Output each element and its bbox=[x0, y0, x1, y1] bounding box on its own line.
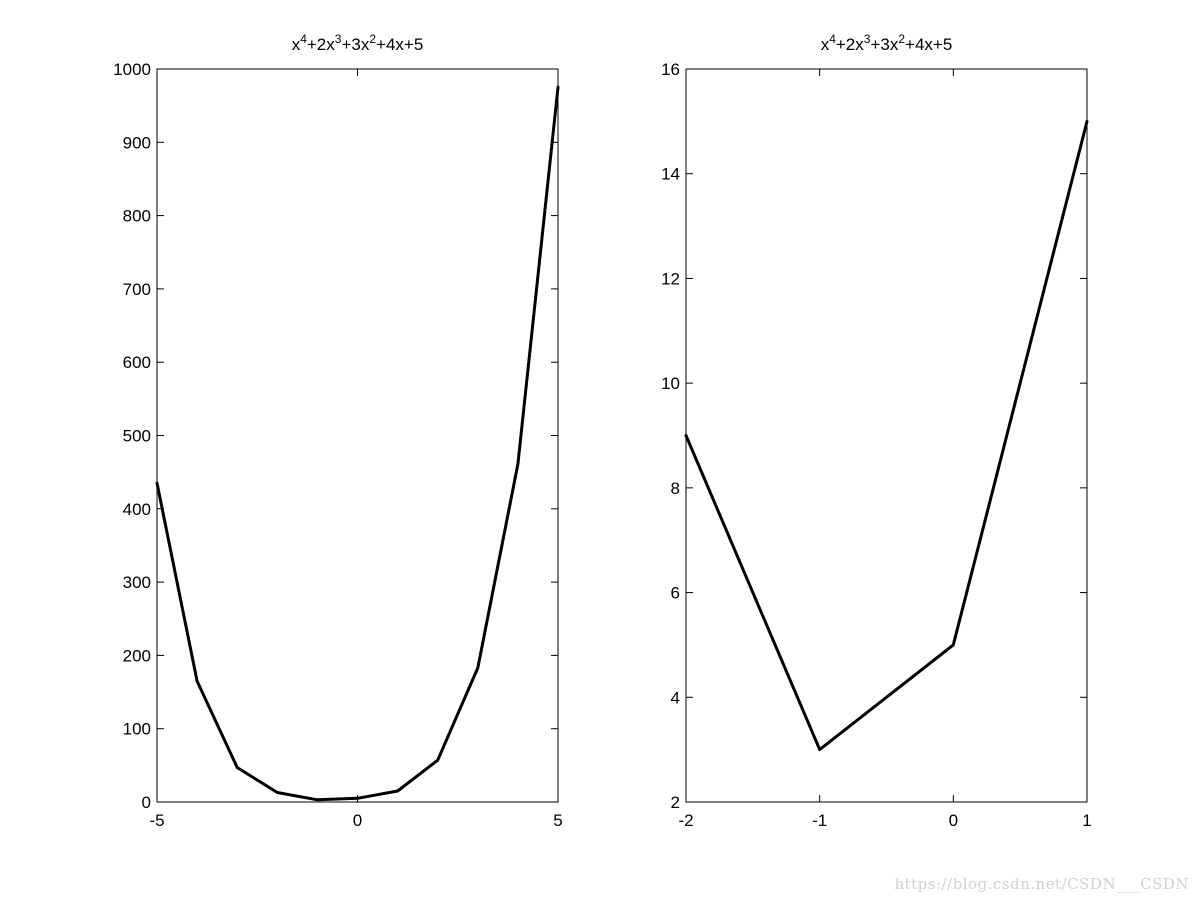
y-tick-label: 900 bbox=[123, 133, 151, 152]
title-text: +4x+5 bbox=[376, 35, 423, 54]
left-subplot: -5 0 501002003004005006007008009001000x4+2… bbox=[113, 32, 563, 830]
y-tick-label: 700 bbox=[123, 280, 151, 299]
title-text: +3x bbox=[870, 35, 898, 54]
x-tick-label: 1 bbox=[1082, 811, 1091, 830]
x-tick-label: -2 bbox=[678, 811, 693, 830]
y-tick-label: 100 bbox=[123, 720, 151, 739]
y-tick-label: 8 bbox=[671, 479, 680, 498]
title-text: +2x bbox=[307, 35, 335, 54]
y-tick-label: 300 bbox=[123, 573, 151, 592]
title-text: +4x+5 bbox=[905, 35, 952, 54]
title-superscript: 2 bbox=[369, 32, 376, 46]
title-superscript: 4 bbox=[300, 32, 307, 46]
x-tick-label: -5 bbox=[149, 811, 164, 830]
y-tick-label: 10 bbox=[661, 374, 680, 393]
y-tick-label: 800 bbox=[123, 207, 151, 226]
chart-title: x4+2x3+3x2+4x+5 bbox=[292, 32, 424, 54]
y-tick-label: 0 bbox=[142, 793, 151, 812]
y-tick-label: 12 bbox=[661, 269, 680, 288]
title-superscript: 3 bbox=[335, 32, 342, 46]
x-tick-label: 0 bbox=[949, 811, 958, 830]
x-tick-label: -1 bbox=[812, 811, 827, 830]
y-tick-label: 200 bbox=[123, 646, 151, 665]
y-tick-label: 400 bbox=[123, 500, 151, 519]
x-tick-label: 5 bbox=[553, 811, 562, 830]
y-tick-label: 4 bbox=[671, 688, 680, 707]
y-tick-label: 600 bbox=[123, 353, 151, 372]
x-tick-label: 0 bbox=[353, 811, 362, 830]
y-tick-label: 16 bbox=[661, 60, 680, 79]
y-tick-label: 2 bbox=[671, 793, 680, 812]
series-line bbox=[684, 119, 1089, 752]
y-tick-label: 14 bbox=[661, 165, 680, 184]
y-tick-label: 1000 bbox=[113, 60, 151, 79]
title-text: +3x bbox=[341, 35, 369, 54]
title-superscript: 4 bbox=[829, 32, 836, 46]
chart-title: x4+2x3+3x2+4x+5 bbox=[821, 32, 953, 54]
title-superscript: 2 bbox=[898, 32, 905, 46]
y-tick-label: 500 bbox=[123, 427, 151, 446]
title-text: x bbox=[821, 35, 830, 54]
title-text: x bbox=[292, 35, 301, 54]
y-tick-label: 6 bbox=[671, 584, 680, 603]
title-superscript: 3 bbox=[864, 32, 871, 46]
title-text: +2x bbox=[836, 35, 864, 54]
watermark-text: https://blog.csdn.net/CSDN___CSDN bbox=[894, 875, 1189, 893]
